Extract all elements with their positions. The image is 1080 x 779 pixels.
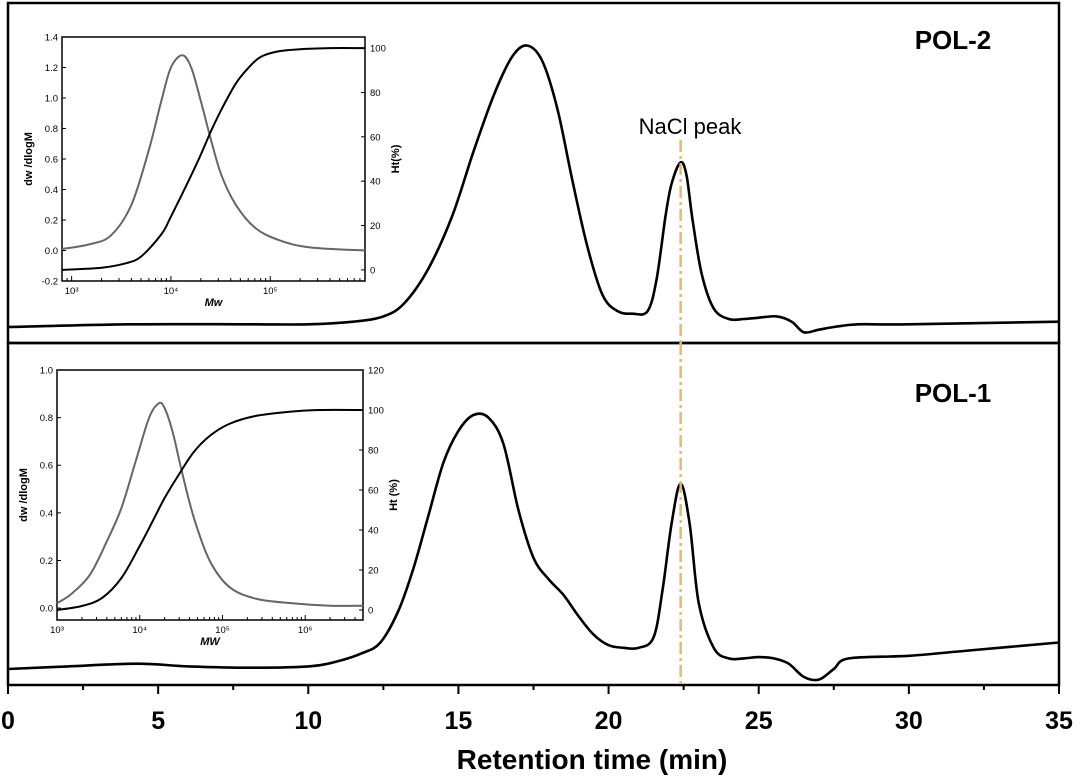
x-tick-label: 15 bbox=[445, 707, 473, 735]
inset-frame bbox=[56, 369, 364, 621]
inset-y2-tick-label: 80 bbox=[370, 88, 381, 99]
inset-y2-tick-label: 60 bbox=[370, 132, 381, 143]
nacl-peak-label: NaCl peak bbox=[639, 114, 743, 139]
cumulative-curve bbox=[56, 408, 364, 611]
inset-x-tick-label: 10³ bbox=[65, 286, 79, 297]
inset-x-tick-label: 10⁴ bbox=[164, 286, 179, 297]
inset-y-tick-label: 0.6 bbox=[45, 155, 58, 166]
sample-label-pol1: POL-1 bbox=[915, 378, 992, 408]
x-tick-label: 0 bbox=[1, 707, 15, 735]
inset-y-tick-label: 0.8 bbox=[40, 413, 53, 424]
inset-y2-axis-label: Ht (%) bbox=[388, 479, 400, 511]
inset-x-tick-label: 10⁵ bbox=[215, 625, 230, 636]
inset-y-tick-label: 0.2 bbox=[40, 556, 53, 567]
inset-y2-tick-label: 0 bbox=[368, 606, 373, 617]
inset-x-tick-label: 10⁵ bbox=[263, 286, 278, 297]
inset-y-tick-label: 1.2 bbox=[45, 63, 58, 74]
x-tick-label: 25 bbox=[745, 707, 773, 735]
inset-bottom: 10³ 10⁴ 10⁵ 10⁶ 0.0 0.2 0.4 0.6 0.8 1.0 0 20 40 60 80 1… bbox=[18, 366, 400, 649]
inset-y2-tick-label: 40 bbox=[370, 177, 381, 188]
x-axis-label: Retention time (min) bbox=[457, 744, 728, 775]
sample-label-pol2: POL-2 bbox=[915, 25, 992, 55]
inset-x-tick-label: 10³ bbox=[50, 625, 64, 636]
bottom-panel bbox=[7, 343, 1060, 685]
main-x-axis: 0 5 10 15 20 25 30 35 bbox=[1, 685, 1073, 735]
chromatogram-line bbox=[7, 412, 1060, 682]
inset-x-axis-label: MW bbox=[200, 636, 221, 648]
chromatogram-line bbox=[7, 44, 1060, 334]
inset-y2-tick-label: 100 bbox=[368, 406, 384, 417]
inset-y2-tick-label: 20 bbox=[370, 221, 381, 232]
inset-frame bbox=[61, 36, 366, 282]
inset-y2-tick-label: 100 bbox=[370, 44, 386, 55]
top-panel bbox=[7, 44, 1060, 343]
x-tick-label: 10 bbox=[294, 707, 322, 735]
inset-y-tick-label: 0.2 bbox=[45, 216, 58, 227]
inset-y-tick-label: 1.0 bbox=[45, 94, 58, 105]
x-tick-label: 35 bbox=[1045, 707, 1073, 735]
bottom-panel-frame bbox=[6, 341, 1061, 687]
inset-y-axis-label: dw /dlogM bbox=[18, 468, 30, 522]
inset-x-tick-label: 10⁴ bbox=[132, 625, 147, 636]
inset-y2-tick-label: 60 bbox=[368, 486, 379, 497]
inset-top: 10³ 10⁴ 10⁵ -0.2 0.0 0.2 0.4 0.6 0.8 1.0 1.2 1.4 0 20… bbox=[23, 33, 402, 310]
inset-y2-tick-label: 40 bbox=[368, 526, 379, 537]
inset-y-tick-label: 0.4 bbox=[45, 185, 58, 196]
inset-y-tick-label: 0.4 bbox=[40, 508, 53, 519]
inset-y-tick-label: -0.2 bbox=[42, 277, 58, 288]
distribution-curve bbox=[61, 54, 366, 252]
inset-x-tick-label: 10⁶ bbox=[298, 625, 313, 636]
x-tick-label: 30 bbox=[895, 707, 923, 735]
inset-y-tick-label: 1.4 bbox=[45, 33, 58, 44]
inset-y-axis-label: dw /dlogM bbox=[23, 132, 35, 186]
inset-y-tick-label: 0.8 bbox=[45, 124, 58, 135]
distribution-curve bbox=[56, 401, 364, 607]
inset-y2-axis-label: Ht(%) bbox=[390, 144, 402, 173]
inset-y2-tick-label: 0 bbox=[370, 265, 375, 276]
x-tick-label: 20 bbox=[595, 707, 623, 735]
inset-y2-tick-label: 120 bbox=[368, 366, 384, 377]
inset-x-axis-label: Mw bbox=[205, 297, 224, 309]
inset-y2-tick-label: 80 bbox=[368, 446, 379, 457]
inset-y-tick-label: 0.0 bbox=[40, 604, 53, 615]
inset-y-tick-label: 0.6 bbox=[40, 461, 53, 472]
cumulative-curve bbox=[61, 47, 366, 271]
inset-y-tick-label: 0.0 bbox=[45, 246, 58, 257]
x-tick-label: 5 bbox=[151, 707, 165, 735]
inset-y-tick-label: 1.0 bbox=[40, 366, 53, 377]
inset-y2-tick-label: 20 bbox=[368, 566, 379, 577]
